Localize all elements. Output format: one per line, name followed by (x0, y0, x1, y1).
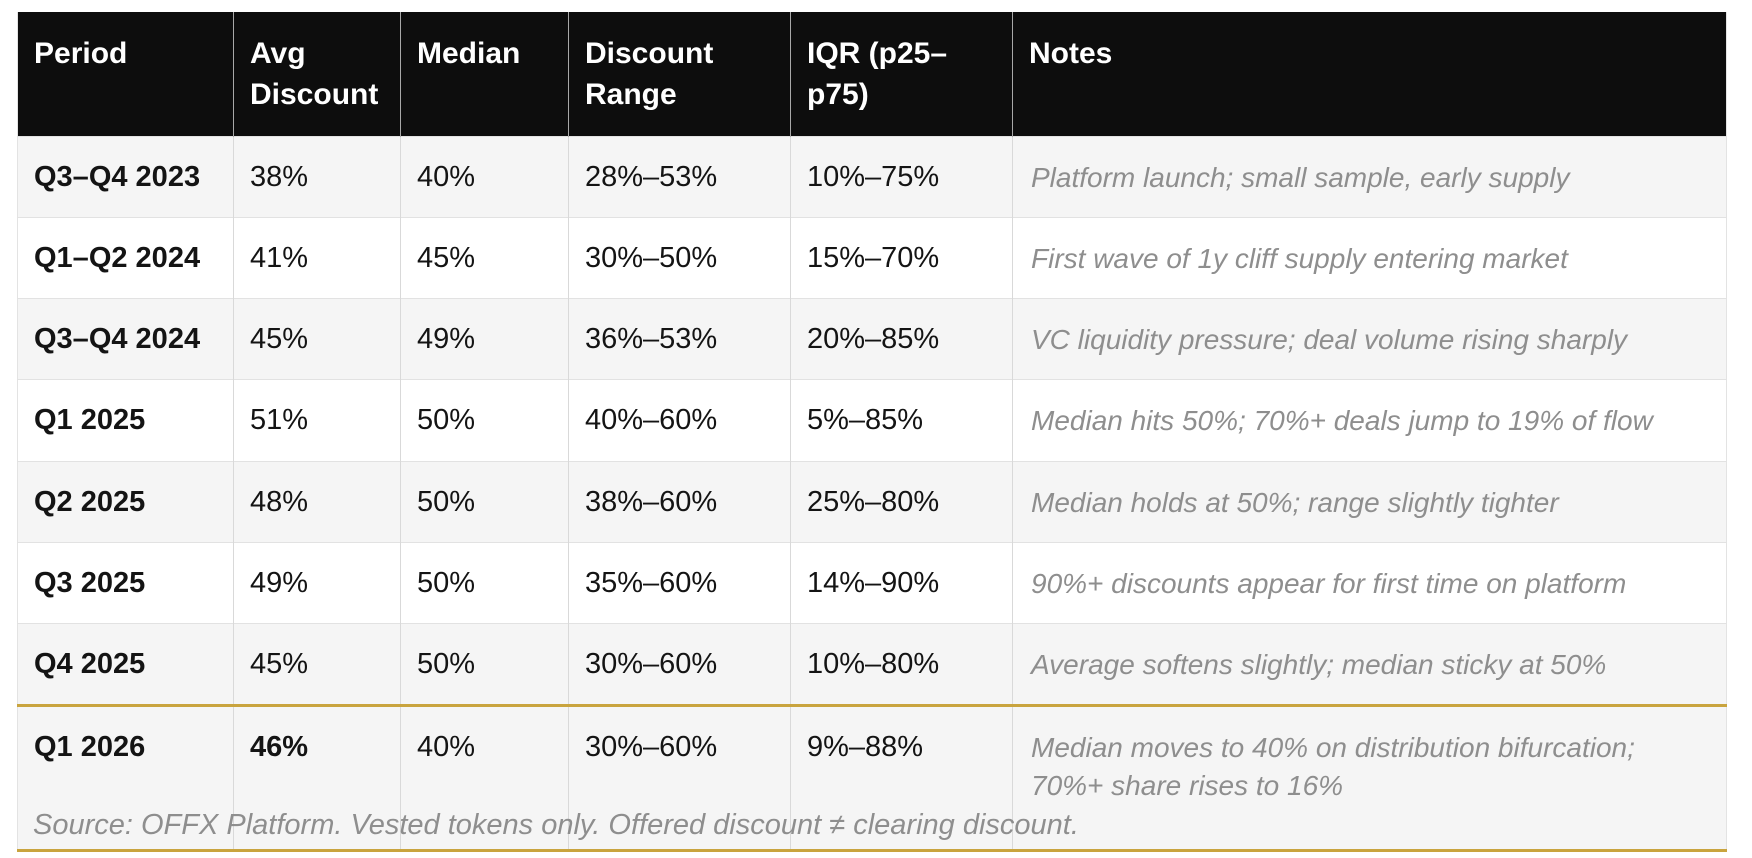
cell-avg-discount: 45% (233, 298, 401, 380)
cell-median: 50% (400, 541, 569, 624)
cell-iqr: 9%–88% (790, 703, 1013, 851)
cell-period: Q3–Q4 2023 (17, 136, 234, 218)
cell-period: Q1 2025 (17, 379, 234, 461)
cell-avg-discount: 49% (233, 541, 401, 624)
cell-median: 40% (400, 703, 569, 851)
cell-period: Q4 2025 (17, 622, 234, 706)
discount-stats-table: Period Avg Discount Median Discount Rang… (17, 12, 1727, 852)
table-row: Q1–Q2 2024 41% 45% 30%–50% 15%–70% First… (17, 217, 1727, 299)
column-header-median: Median (400, 12, 569, 137)
cell-discount-range: 28%–53% (568, 136, 791, 218)
cell-avg-discount: 38% (233, 136, 401, 218)
column-header-notes: Notes (1012, 12, 1727, 137)
table-header: Period Avg Discount Median Discount Rang… (17, 12, 1727, 137)
table-row: Q2 2025 48% 50% 38%–60% 25%–80% Median h… (17, 460, 1727, 543)
cell-iqr: 10%–80% (790, 622, 1013, 706)
discount-table-container: Period Avg Discount Median Discount Rang… (17, 12, 1727, 852)
column-header-period: Period (17, 12, 234, 137)
cell-iqr: 5%–85% (790, 379, 1013, 461)
table-row: Q3–Q4 2024 45% 49% 36%–53% 20%–85% VC li… (17, 298, 1727, 380)
cell-notes: Average softens slightly; median sticky … (1012, 622, 1727, 706)
cell-median: 49% (400, 298, 569, 380)
table-body: Q3–Q4 2023 38% 40% 28%–53% 10%–75% Platf… (17, 136, 1727, 851)
cell-median: 50% (400, 379, 569, 461)
table-row-highlighted: Q1 2026 46% 40% 30%–60% 9%–88% Median mo… (17, 703, 1727, 851)
table-row: Q3 2025 49% 50% 35%–60% 14%–90% 90%+ dis… (17, 541, 1727, 624)
cell-period: Q2 2025 (17, 460, 234, 543)
cell-iqr: 10%–75% (790, 136, 1013, 218)
cell-iqr: 14%–90% (790, 541, 1013, 624)
table-row: Q1 2025 51% 50% 40%–60% 5%–85% Median hi… (17, 379, 1727, 461)
cell-discount-range: 30%–50% (568, 217, 791, 299)
cell-notes: Platform launch; small sample, early sup… (1012, 136, 1727, 218)
cell-period: Q3 2025 (17, 541, 234, 624)
header-row: Period Avg Discount Median Discount Rang… (17, 12, 1727, 137)
table-row: Q3–Q4 2023 38% 40% 28%–53% 10%–75% Platf… (17, 136, 1727, 218)
source-note: Source: OFFX Platform. Vested tokens onl… (33, 809, 1079, 841)
table-row: Q4 2025 45% 50% 30%–60% 10%–80% Average … (17, 622, 1727, 706)
cell-median: 40% (400, 136, 569, 218)
cell-median: 45% (400, 217, 569, 299)
cell-period: Q1 2026 (17, 703, 234, 851)
cell-avg-discount: 51% (233, 379, 401, 461)
cell-avg-discount: 41% (233, 217, 401, 299)
cell-discount-range: 36%–53% (568, 298, 791, 380)
cell-notes: Median moves to 40% on distribution bifu… (1012, 703, 1727, 851)
cell-notes: Median hits 50%; 70%+ deals jump to 19% … (1012, 379, 1727, 461)
cell-discount-range: 40%–60% (568, 379, 791, 461)
cell-avg-discount: 48% (233, 460, 401, 543)
cell-iqr: 20%–85% (790, 298, 1013, 380)
cell-discount-range: 30%–60% (568, 703, 791, 851)
cell-notes: 90%+ discounts appear for first time on … (1012, 541, 1727, 624)
cell-discount-range: 38%–60% (568, 460, 791, 543)
cell-discount-range: 35%–60% (568, 541, 791, 624)
cell-median: 50% (400, 622, 569, 706)
column-header-avg-discount: Avg Discount (233, 12, 401, 137)
cell-period: Q1–Q2 2024 (17, 217, 234, 299)
column-header-iqr: IQR (p25–p75) (790, 12, 1013, 137)
cell-avg-discount: 46% (233, 703, 401, 851)
cell-period: Q3–Q4 2024 (17, 298, 234, 380)
cell-avg-discount: 45% (233, 622, 401, 706)
cell-median: 50% (400, 460, 569, 543)
column-header-discount-range: Discount Range (568, 12, 791, 137)
cell-notes: VC liquidity pressure; deal volume risin… (1012, 298, 1727, 380)
cell-notes: Median holds at 50%; range slightly tigh… (1012, 460, 1727, 543)
cell-notes: First wave of 1y cliff supply entering m… (1012, 217, 1727, 299)
cell-iqr: 15%–70% (790, 217, 1013, 299)
cell-iqr: 25%–80% (790, 460, 1013, 543)
cell-discount-range: 30%–60% (568, 622, 791, 706)
